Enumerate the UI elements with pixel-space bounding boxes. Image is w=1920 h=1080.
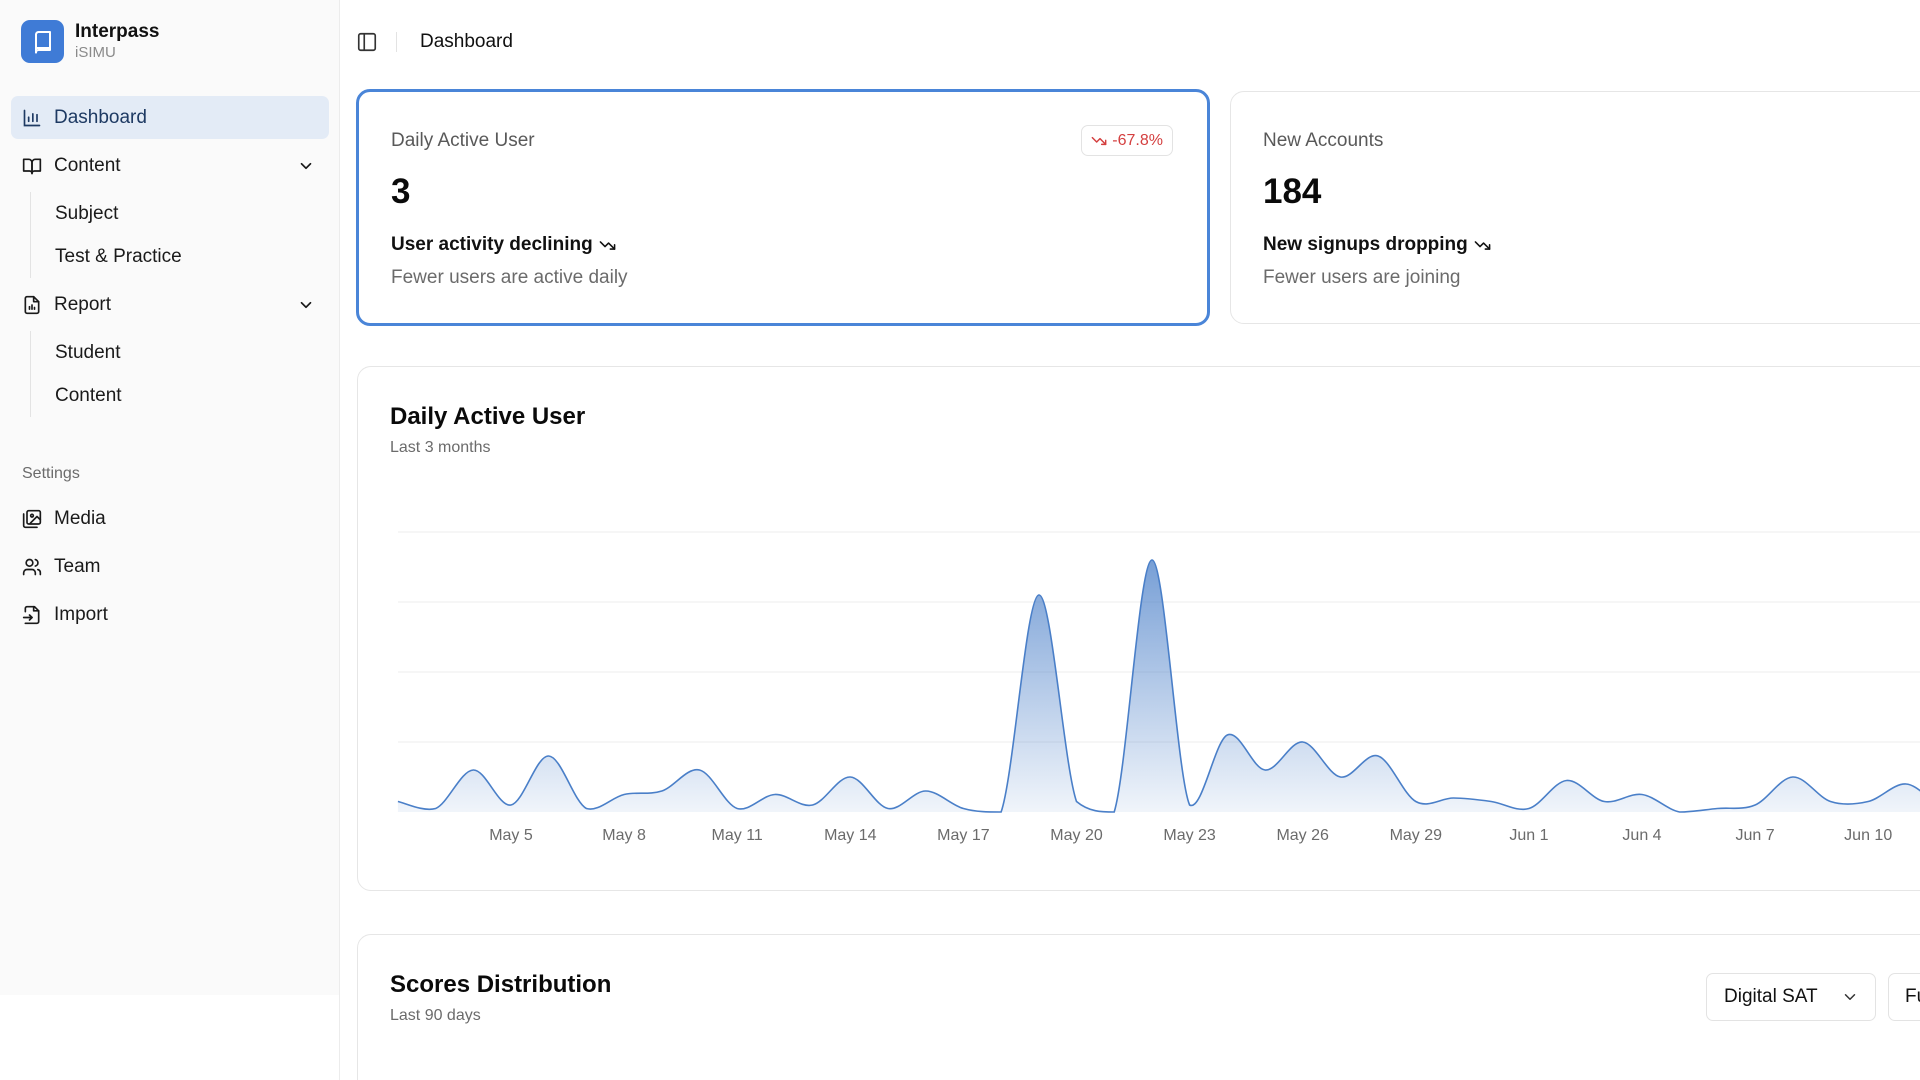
chevron-down-icon — [295, 155, 317, 177]
open-book-icon — [21, 155, 43, 177]
distribution-title: Scores Distribution — [390, 971, 612, 998]
x-tick-label: May 29 — [1390, 827, 1443, 844]
x-tick-label: Jun 1 — [1509, 827, 1548, 844]
sidebar-toggle-icon[interactable] — [356, 31, 378, 53]
scores-distribution-card: Scores Distribution Last 90 days Digital… — [357, 934, 1920, 1080]
kpi-card-daily-active-user[interactable]: Daily Active User -67.8% 3 User activity… — [356, 89, 1210, 326]
sidebar-item-label: Report — [54, 293, 112, 315]
file-import-icon — [21, 604, 43, 626]
x-tick-label: May 26 — [1276, 827, 1329, 844]
sidebar-item-student[interactable]: Student — [55, 341, 121, 363]
x-tick-label: May 5 — [489, 827, 533, 844]
exam-select[interactable]: Digital SAT — [1706, 973, 1876, 1021]
report-file-icon — [21, 294, 43, 316]
top-header: Dashboard — [340, 0, 1920, 84]
kpi-trend-text: New signups dropping — [1263, 234, 1468, 255]
sidebar-item-label: Team — [54, 555, 101, 577]
brand[interactable]: Interpass iSIMU — [21, 20, 159, 63]
change-badge: -67.8% — [1081, 125, 1173, 156]
kpi-trend-text: User activity declining — [391, 234, 593, 255]
header-divider — [396, 32, 397, 52]
sidebar-item-import[interactable]: Import — [11, 593, 329, 636]
sidebar-item-label: Dashboard — [54, 106, 147, 128]
sidebar-item-test-practice[interactable]: Test & Practice — [55, 245, 182, 267]
kpi-note: Fewer users are active daily — [391, 267, 628, 288]
sidebar-item-label: Content — [54, 154, 121, 176]
kpi-card-new-accounts[interactable]: New Accounts 184 New signups dropping Fe… — [1230, 91, 1920, 324]
sidebar-item-subject[interactable]: Subject — [55, 202, 119, 224]
x-tick-label: May 8 — [602, 827, 646, 844]
sidebar-item-report-content[interactable]: Content — [55, 384, 122, 406]
content-submenu: Subject Test & Practice — [30, 192, 329, 278]
sidebar-item-team[interactable]: Team — [11, 545, 329, 588]
sidebar-item-content[interactable]: Content — [11, 144, 329, 187]
x-tick-label: Jun 4 — [1622, 827, 1661, 844]
x-tick-label: Jun 7 — [1736, 827, 1775, 844]
sidebar-item-label: Import — [54, 603, 108, 625]
kpi-value: 3 — [391, 172, 411, 211]
kpi-label: New Accounts — [1263, 130, 1384, 151]
kpi-label: Daily Active User — [391, 130, 535, 151]
report-submenu: Student Content — [30, 331, 329, 417]
distribution-subtitle: Last 90 days — [390, 1007, 481, 1024]
x-tick-label: May 14 — [824, 827, 877, 844]
bar-chart-icon — [21, 107, 43, 129]
book-icon — [21, 20, 64, 63]
daily-active-user-chart-card: Daily Active User Last 3 months May 5 May… — [357, 366, 1920, 891]
page-title: Dashboard — [420, 31, 513, 52]
x-tick-label: May 20 — [1050, 827, 1103, 844]
chart-title: Daily Active User — [390, 403, 586, 430]
kpi-value: 184 — [1263, 172, 1322, 211]
brand-subtitle: iSIMU — [75, 44, 116, 61]
kpi-trend: New signups dropping — [1263, 234, 1491, 256]
users-icon — [21, 556, 43, 578]
sidebar-nav: Dashboard Content Subject Test & Practic… — [11, 96, 329, 641]
trending-down-icon — [599, 237, 616, 254]
secondary-select[interactable]: Fu — [1888, 973, 1920, 1021]
images-icon — [21, 508, 43, 530]
sidebar: Interpass iSIMU Dashboard Content Subjec… — [0, 0, 340, 995]
brand-name: Interpass — [75, 21, 160, 42]
x-tick-label: May 11 — [712, 827, 763, 844]
x-tick-label: May 17 — [937, 827, 990, 844]
change-value: -67.8% — [1112, 131, 1163, 149]
trending-down-icon — [1474, 237, 1491, 254]
exam-select-value: Digital SAT — [1724, 986, 1818, 1007]
sidebar-item-report[interactable]: Report — [11, 283, 329, 326]
kpi-note: Fewer users are joining — [1263, 267, 1461, 288]
sidebar-footer — [0, 995, 340, 1080]
sidebar-item-dashboard[interactable]: Dashboard — [11, 96, 329, 139]
x-tick-label: May 23 — [1163, 827, 1216, 844]
chart-subtitle: Last 3 months — [390, 439, 491, 456]
sidebar-item-media[interactable]: Media — [11, 497, 329, 540]
chevron-down-icon — [1841, 988, 1859, 1012]
sidebar-item-label: Media — [54, 507, 106, 529]
secondary-select-value: Fu — [1905, 986, 1920, 1007]
chevron-down-icon — [295, 294, 317, 316]
area-chart[interactable]: May 5 May 8 May 11 May 14 May 17 May 20 May 23… — [358, 367, 1920, 892]
series-line — [397, 559, 1920, 813]
settings-section-label: Settings — [22, 465, 80, 482]
kpi-trend: User activity declining — [391, 234, 616, 256]
trending-down-icon — [1091, 133, 1107, 149]
series-area — [397, 559, 1920, 812]
x-tick-label: Jun 10 — [1844, 827, 1892, 844]
